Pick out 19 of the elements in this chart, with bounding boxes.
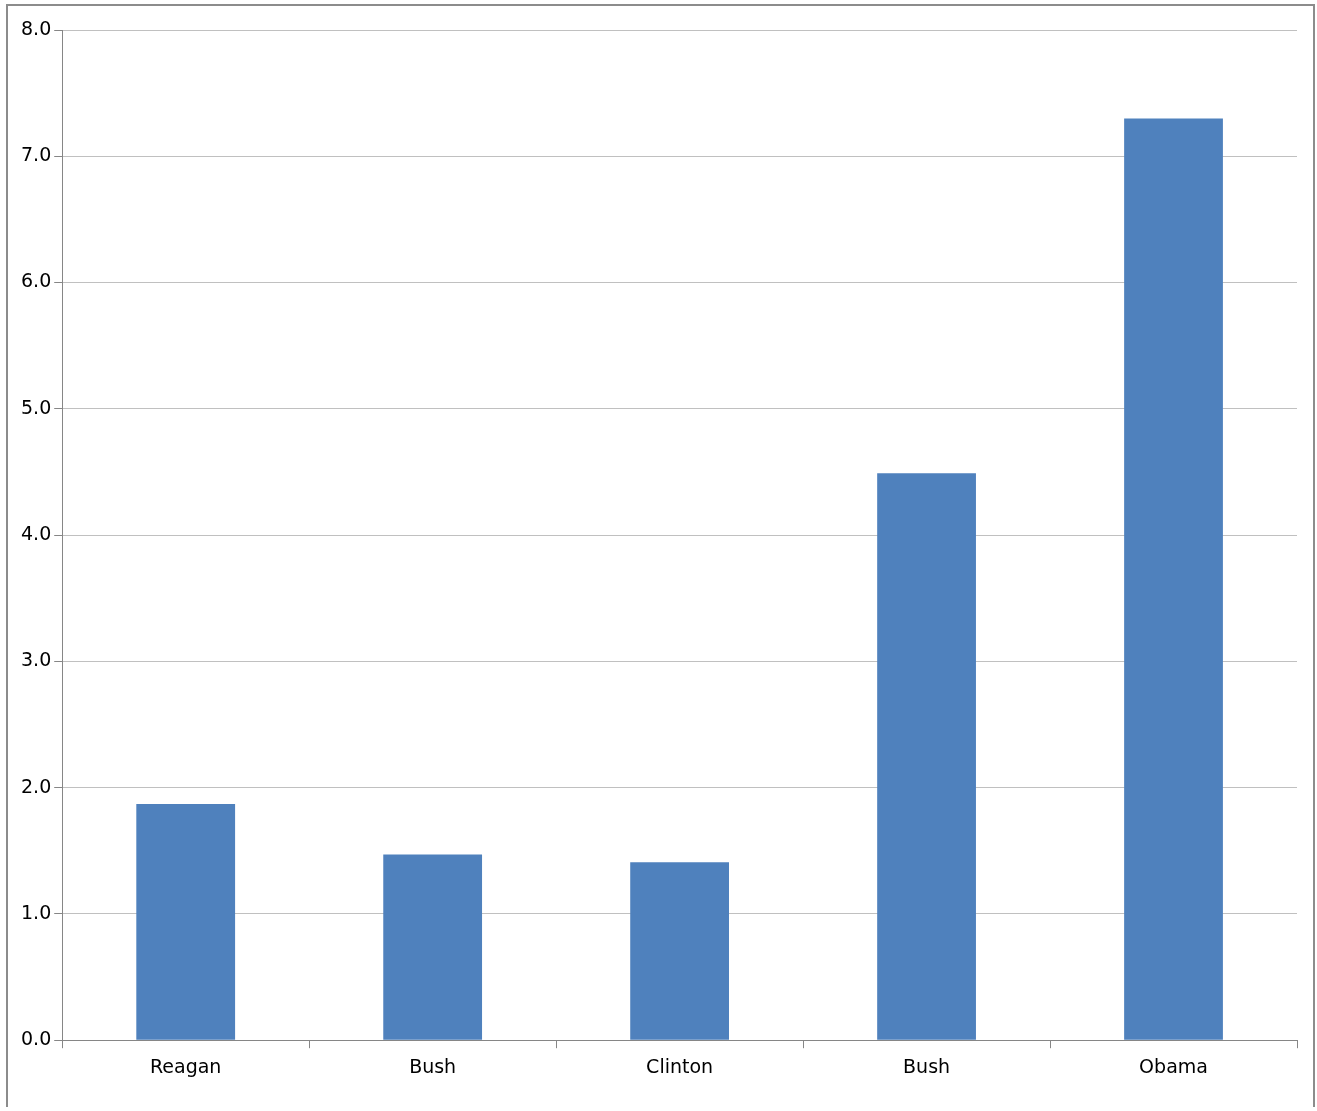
x-tick-label: Bush	[903, 1054, 951, 1077]
y-tick-label: 7.0	[21, 143, 52, 166]
y-tick-label: 5.0	[21, 395, 52, 418]
x-tick-label: Obama	[1139, 1054, 1208, 1077]
bar	[136, 804, 236, 1040]
y-tick-label: 1.0	[21, 900, 52, 923]
bar	[383, 854, 483, 1040]
bar	[877, 473, 976, 1040]
y-tick-label: 0.0	[21, 1027, 52, 1050]
bar	[1124, 118, 1223, 1040]
y-tick-label: 6.0	[21, 269, 52, 292]
y-tick-label: 3.0	[21, 648, 52, 671]
y-tick-label: 2.0	[21, 774, 52, 797]
x-tick-label: Bush	[409, 1054, 457, 1077]
x-tick-label: Reagan	[149, 1054, 222, 1077]
y-tick-label: 4.0	[21, 522, 52, 545]
x-tick-label: Clinton	[646, 1054, 714, 1077]
y-tick-label: 8.0	[21, 16, 52, 39]
bar	[630, 862, 729, 1040]
